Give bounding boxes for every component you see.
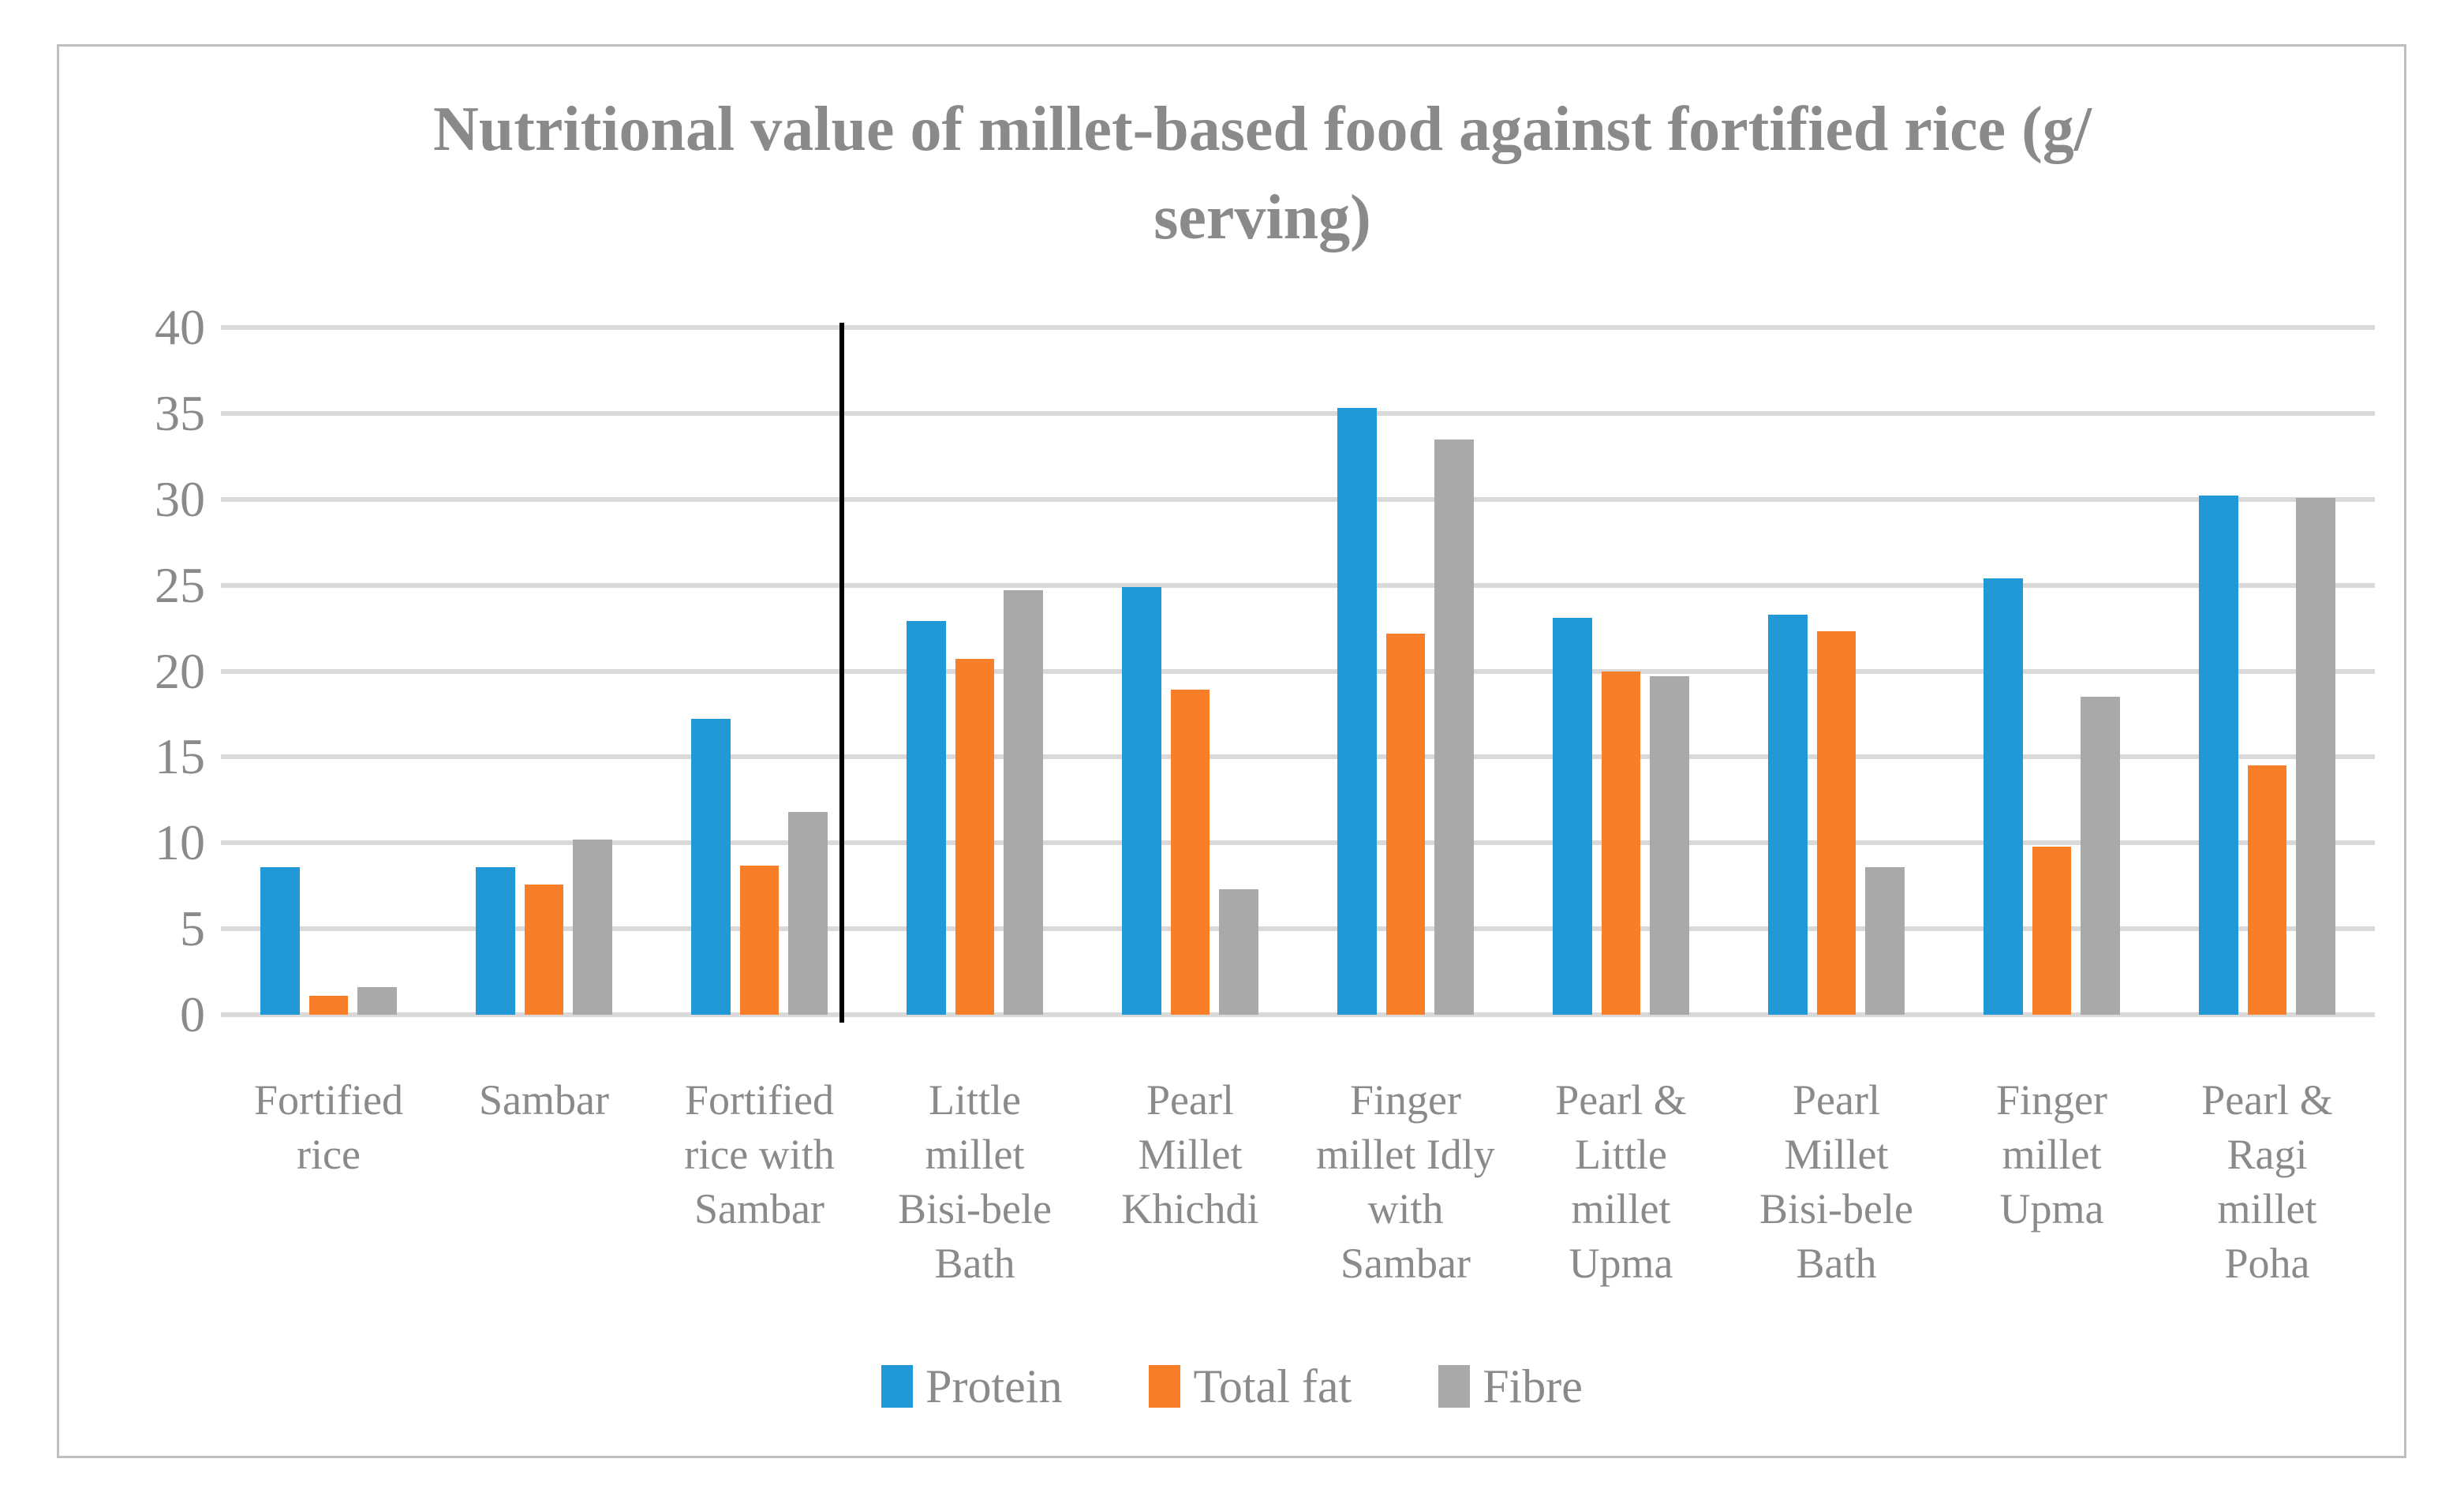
x-axis-label-7: Pearl & Little millet Upma [1513,1073,1729,1291]
x-axis-label-10: Pearl & Ragi millet Poha [2159,1073,2375,1291]
bar-total-fat-4 [955,659,995,1015]
legend-item-protein: Protein [881,1359,1062,1414]
gridline-y-25 [221,582,2375,588]
bar-total-fat-5 [1170,690,1210,1015]
y-tick-label-35: 35 [155,384,205,441]
x-axis-label-text: Finger millet Upma [1996,1076,2107,1233]
x-axis-label-5: Pearl Millet Khichdi [1082,1073,1298,1236]
legend-item-fibre: Fibre [1438,1359,1583,1414]
plot-area [221,323,2375,1023]
x-axis-label-8: Pearl Millet Bisi-bele Bath [1729,1073,1944,1291]
x-axis-label-text: Sambar [479,1076,609,1124]
bar-fibre-10 [2295,497,2335,1015]
x-axis-label-1: Fortified rice [221,1073,436,1182]
y-axis: 0 5 10 15 20 25 30 35 40 [63,299,205,1042]
bar-protein-2 [476,866,516,1015]
x-axis-label-text: Pearl Millet Bisi-bele Bath [1759,1076,1913,1287]
bar-fibre-6 [1434,439,1474,1015]
bar-fibre-5 [1218,889,1258,1015]
x-axis-label-6: Finger millet Idly with Sambar [1298,1073,1513,1291]
y-tick-label-20: 20 [155,642,205,699]
x-axis-label-4: Little millet Bisi-bele Bath [867,1073,1082,1291]
legend-label: Fibre [1483,1360,1583,1412]
chart-title-line1: Nutritional value of millet-based food a… [433,95,2092,164]
bar-protein-9 [1984,578,2024,1015]
y-tick-label-25: 25 [155,556,205,613]
gridline-y-40 [221,325,2375,330]
y-tick-label-10: 10 [155,814,205,871]
bar-protein-7 [1553,618,1593,1015]
legend-label: Protein [925,1360,1063,1412]
bar-protein-5 [1122,586,1162,1015]
chart-title-line2: serving) [1153,183,1371,252]
bar-protein-1 [260,866,301,1015]
bar-protein-10 [2199,496,2239,1015]
bar-total-fat-9 [2032,846,2072,1015]
bar-total-fat-6 [1385,633,1426,1015]
gridline-y-5 [221,926,2375,932]
gridline-y-20 [221,668,2375,674]
y-tick-label-5: 5 [180,900,205,957]
bar-fibre-8 [1864,866,1905,1015]
bar-total-fat-10 [2247,765,2287,1015]
x-axis-label-2: Sambar [436,1073,652,1128]
y-tick-label-30: 30 [155,470,205,527]
x-axis-label-text: Fortified rice with Sambar [684,1076,835,1233]
bar-protein-4 [907,621,947,1015]
gridline-y-10 [221,840,2375,846]
bar-total-fat-7 [1601,671,1641,1015]
bar-protein-3 [691,719,731,1015]
x-axis: Fortified rice Sambar Fortified rice with … [221,1073,2375,1334]
bar-fibre-4 [1003,590,1043,1015]
chart-title: Nutritional value of millet-based food a… [237,85,2288,262]
legend-item-total-fat: Total fat [1149,1359,1352,1414]
x-axis-label-text: Pearl & Ragi millet Poha [2201,1076,2333,1287]
x-axis-label-text: Finger millet Idly with Sambar [1316,1076,1495,1287]
legend-swatch-icon [1149,1365,1181,1408]
chart-outer-border [57,44,2406,1458]
x-axis-label-text: Little millet Bisi-bele Bath [898,1076,1052,1287]
legend-swatch-icon [881,1365,914,1408]
x-axis-label-text: Fortified rice [254,1076,403,1178]
bar-fibre-2 [572,839,612,1015]
legend-swatch-icon [1438,1365,1471,1408]
y-tick-label-15: 15 [155,728,205,785]
category-divider-line [839,323,844,1023]
gridline-y-35 [221,410,2375,416]
legend-label: Total fat [1193,1360,1352,1412]
bar-fibre-3 [787,812,828,1015]
gridline-y-30 [221,496,2375,502]
x-axis-label-9: Finger millet Upma [1944,1073,2159,1236]
bar-fibre-7 [1649,676,1689,1015]
legend: Protein Total fat Fibre [0,1359,2464,1414]
x-axis-label-3: Fortified rice with Sambar [652,1073,867,1236]
bar-fibre-1 [357,987,397,1015]
bar-protein-8 [1768,614,1808,1015]
bar-total-fat-1 [308,996,349,1015]
gridline-y-0 [221,1012,2375,1017]
bar-fibre-9 [2080,697,2120,1015]
x-axis-label-text: Pearl & Little millet Upma [1555,1076,1687,1287]
bar-protein-6 [1337,408,1378,1015]
y-tick-label-0: 0 [180,986,205,1042]
bar-total-fat-8 [1816,631,1856,1015]
bar-total-fat-3 [739,865,780,1015]
bar-total-fat-2 [524,884,564,1015]
x-axis-label-text: Pearl Millet Khichdi [1121,1076,1259,1233]
gridline-y-15 [221,754,2375,760]
y-tick-label-40: 40 [155,299,205,355]
